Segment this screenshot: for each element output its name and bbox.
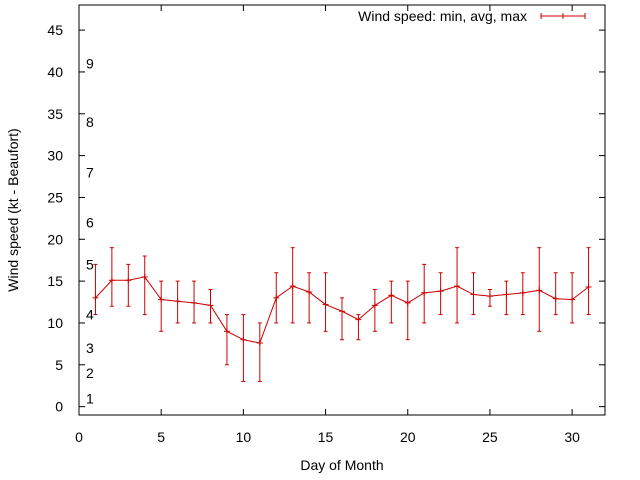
beaufort-label: 7 [86, 164, 94, 180]
y-tick-label: 15 [47, 273, 63, 289]
plot-frame [78, 4, 606, 416]
y-tick-label: 30 [47, 148, 63, 164]
beaufort-label: 3 [86, 340, 94, 356]
legend-label: Wind speed: min, avg, max [358, 8, 527, 24]
y-tick-label: 20 [47, 231, 63, 247]
y-tick-label: 0 [55, 399, 63, 415]
x-tick-label: 20 [400, 429, 416, 445]
y-tick-label: 10 [47, 315, 63, 331]
legend: Wind speed: min, avg, max [358, 8, 586, 24]
x-tick-label: 30 [564, 429, 580, 445]
x-tick-label: 15 [318, 429, 334, 445]
x-tick-label: 10 [236, 429, 252, 445]
y-tick-label: 25 [47, 189, 63, 205]
x-tick-label: 25 [482, 429, 498, 445]
beaufort-label: 2 [86, 365, 94, 381]
y-axis-label: Wind speed (kt - Beaufort) [5, 128, 21, 291]
y-tick-label: 35 [47, 106, 63, 122]
y-tick-label: 45 [47, 22, 63, 38]
y-tick-label: 40 [47, 64, 63, 80]
beaufort-label: 1 [86, 390, 94, 406]
beaufort-label: 6 [86, 215, 94, 231]
x-tick-label: 5 [157, 429, 165, 445]
beaufort-label: 8 [86, 114, 94, 130]
x-axis-label: Day of Month [300, 457, 383, 473]
beaufort-label: 9 [86, 56, 94, 72]
y-tick-label: 5 [55, 357, 63, 373]
beaufort-label: 4 [86, 307, 94, 323]
x-axis: 0 5 10 15 20 25 30 [75, 5, 580, 445]
beaufort-label: 5 [86, 256, 94, 272]
x-tick-label: 0 [75, 429, 83, 445]
series-wind-speed [92, 247, 592, 383]
beaufort-scale-labels: 1 2 3 4 5 6 7 8 9 [86, 56, 94, 407]
